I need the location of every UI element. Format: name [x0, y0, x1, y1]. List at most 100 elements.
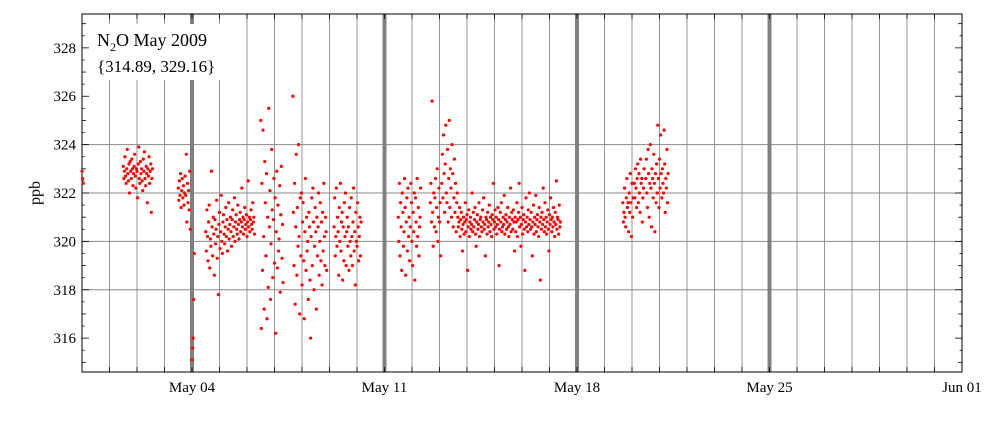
data-point — [81, 181, 85, 185]
data-point — [648, 143, 652, 147]
data-point — [315, 254, 320, 258]
data-point — [654, 201, 658, 205]
data-point — [642, 167, 646, 171]
data-point — [416, 205, 420, 210]
data-point — [271, 218, 275, 222]
data-point — [435, 205, 439, 210]
data-point — [341, 225, 345, 229]
title-subscript: 2 — [110, 40, 116, 54]
data-point — [264, 172, 269, 176]
data-point — [339, 249, 343, 253]
data-point — [123, 174, 128, 178]
data-point — [636, 162, 640, 166]
data-point — [133, 152, 137, 156]
data-point — [463, 220, 467, 224]
data-point — [556, 218, 560, 222]
data-point — [480, 208, 485, 212]
data-point — [632, 181, 636, 185]
data-point — [192, 297, 196, 302]
data-point — [400, 268, 404, 273]
data-point — [204, 249, 208, 253]
data-point — [449, 186, 453, 190]
data-point — [407, 215, 411, 219]
data-point — [500, 225, 505, 229]
data-point — [228, 215, 232, 219]
data-point — [334, 234, 338, 239]
data-point — [508, 186, 513, 190]
data-point — [514, 230, 518, 234]
data-point — [664, 176, 668, 181]
data-point — [142, 150, 147, 154]
data-point — [664, 186, 668, 190]
data-point — [316, 225, 320, 229]
data-point — [662, 128, 666, 132]
data-point — [650, 167, 654, 171]
data-point — [629, 201, 633, 205]
data-point — [252, 215, 256, 219]
data-point — [302, 317, 306, 321]
data-point — [470, 191, 474, 195]
data-point — [508, 222, 512, 227]
data-point — [263, 159, 267, 164]
data-point — [523, 268, 527, 273]
data-point — [547, 249, 551, 253]
data-point — [462, 232, 466, 236]
data-point — [455, 201, 459, 205]
data-point — [139, 172, 143, 176]
data-point — [222, 232, 226, 236]
data-point — [313, 205, 317, 210]
data-point — [496, 205, 500, 210]
data-point — [304, 268, 308, 273]
data-point — [542, 230, 546, 234]
data-point — [354, 210, 358, 214]
data-point — [177, 198, 181, 202]
data-point — [640, 220, 644, 224]
data-point — [336, 230, 340, 234]
data-point — [539, 215, 543, 219]
data-point — [418, 186, 423, 190]
data-point — [656, 176, 660, 181]
data-point — [132, 164, 136, 168]
data-point — [240, 225, 245, 229]
data-point — [622, 210, 626, 214]
data-point — [261, 128, 265, 132]
data-point — [479, 225, 483, 229]
data-point — [358, 215, 362, 219]
data-point — [494, 215, 498, 219]
data-point — [627, 191, 631, 195]
data-point — [319, 259, 323, 263]
data-point — [554, 222, 558, 227]
data-point — [478, 234, 482, 239]
data-point — [410, 239, 414, 243]
data-point — [232, 196, 236, 200]
data-point — [437, 186, 441, 190]
data-point — [453, 210, 457, 214]
data-point — [521, 218, 525, 222]
data-point — [325, 268, 329, 273]
data-point — [538, 220, 542, 224]
data-point — [214, 227, 218, 231]
data-point — [488, 230, 492, 234]
data-point — [138, 181, 142, 185]
data-point — [350, 234, 354, 239]
data-point — [345, 215, 349, 219]
x-tick-label: May 04 — [169, 380, 216, 396]
data-point — [296, 244, 300, 248]
data-point — [487, 203, 491, 207]
data-point — [303, 176, 308, 181]
data-point — [553, 234, 557, 239]
x-tick-labels: May 04 May 11 May 18 May 25 Jun 01 — [169, 380, 982, 396]
data-point — [519, 222, 524, 227]
data-point — [445, 201, 449, 205]
data-point — [227, 237, 231, 241]
data-point — [233, 220, 238, 224]
data-point — [270, 208, 274, 212]
data-point — [274, 230, 278, 234]
data-point — [355, 201, 360, 205]
data-point — [276, 249, 281, 253]
data-point — [224, 234, 228, 239]
data-point — [435, 167, 439, 171]
data-point — [495, 222, 499, 227]
data-point — [528, 218, 532, 222]
data-point — [415, 176, 419, 181]
